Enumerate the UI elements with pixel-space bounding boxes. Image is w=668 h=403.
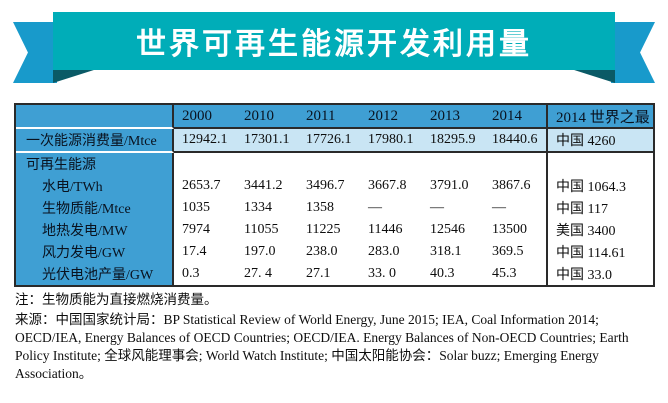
ribbon-band: 世界可再生能源开发利用量 (53, 12, 615, 70)
footnotes: 注：生物质能为直接燃烧消费量。 来源：中国国家统计局：BP Statistica… (15, 291, 657, 385)
record-cell: 中国 33.0 (546, 263, 653, 285)
row-label-cell: 可再生能源 (16, 153, 174, 175)
value-cell: 27. 4 (244, 266, 272, 281)
header-year-cell: 2013 (422, 105, 484, 129)
header-record-cell: 2014 世界之最 (546, 105, 653, 129)
value-cell: 33. 0 (368, 266, 396, 281)
value-cell: 18440.6 (484, 129, 546, 153)
value-cell: 13500 (492, 222, 527, 237)
value-cell: 369.5 (492, 244, 524, 259)
value-cell (236, 153, 298, 175)
value-cell: — (492, 200, 506, 215)
value-cell (174, 153, 236, 175)
ribbon-right-tail (611, 22, 655, 83)
row-label-cell: 一次能源消费量/Mtce (16, 129, 174, 153)
source-line: 来源：中国国家统计局：BP Statistical Review of Worl… (15, 311, 629, 381)
value-cell: 3441.2 (244, 178, 283, 193)
record-cell: 美国 3400 (546, 219, 653, 241)
value-cell: 238.0 (306, 244, 338, 259)
value-cell: 3867.6 (492, 178, 531, 193)
record-cell: 中国 114.61 (546, 241, 653, 263)
row-label-cell: 生物质能/Mtce (16, 197, 174, 219)
header-year-cell: 2010 (236, 105, 298, 129)
value-cell: 17726.1 (298, 129, 360, 153)
value-cell: 7974 (182, 222, 210, 237)
value-cell: 17.4 (182, 244, 207, 259)
value-cell: — (368, 200, 382, 215)
value-cell (422, 153, 484, 175)
value-cell: 11055 (244, 222, 279, 237)
value-cell: 11225 (306, 222, 341, 237)
value-cell (298, 153, 360, 175)
value-cell: 0.3 (182, 266, 200, 281)
header-year-cell: 2011 (298, 105, 360, 129)
header-year-cell: 2000 (174, 105, 236, 129)
value-cell: 27.1 (306, 266, 331, 281)
value-cell: 283.0 (368, 244, 400, 259)
value-cell: 1334 (244, 200, 272, 215)
table-row: 光伏电池产量/GW 0.3 27. 4 27.1 33. 0 40.3 45.3… (16, 263, 653, 285)
record-cell: 中国 4260 (546, 129, 653, 153)
value-cell: 45.3 (492, 266, 517, 281)
value-cell: 3496.7 (306, 178, 345, 193)
table-row: 生物质能/Mtce 1035 1334 1358 — — — 中国 117 (16, 197, 653, 219)
value-cell (484, 153, 546, 175)
ribbon-left-fold (53, 69, 97, 83)
value-cell: 11446 (368, 222, 403, 237)
value-cell: 40.3 (430, 266, 455, 281)
value-cell: 17301.1 (236, 129, 298, 153)
value-cell: 1035 (182, 200, 210, 215)
note-line: 注：生物质能为直接燃烧消费量。 (15, 292, 218, 307)
table-row: 一次能源消费量/Mtce 12942.1 17301.1 17726.1 179… (16, 129, 653, 153)
title-banner-ribbon: 世界可再生能源开发利用量 (0, 0, 668, 96)
row-label-cell: 光伏电池产量/GW (16, 263, 174, 285)
row-label-cell: 风力发电/GW (16, 241, 174, 263)
page-title: 世界可再生能源开发利用量 (136, 28, 532, 61)
value-cell: 12546 (430, 222, 465, 237)
value-cell: 18295.9 (422, 129, 484, 153)
table-row: 水电/TWh 2653.7 3441.2 3496.7 3667.8 3791.… (16, 175, 653, 197)
ribbon-right-fold (571, 69, 615, 83)
value-cell: 3667.8 (368, 178, 407, 193)
row-label-cell: 水电/TWh (16, 175, 174, 197)
header-year-cell: 2014 (484, 105, 546, 129)
value-cell: 197.0 (244, 244, 276, 259)
value-cell: 12942.1 (174, 129, 236, 153)
header-blank-cell (16, 105, 174, 129)
ribbon-left-tail (13, 22, 57, 83)
table-header-row: 2000 2010 2011 2012 2013 2014 2014 世界之最 (16, 105, 653, 129)
record-cell: 中国 117 (546, 197, 653, 219)
record-cell: 中国 1064.3 (546, 175, 653, 197)
value-cell: — (430, 200, 444, 215)
table-row: 风力发电/GW 17.4 197.0 238.0 283.0 318.1 369… (16, 241, 653, 263)
header-year-cell: 2012 (360, 105, 422, 129)
renewable-energy-table: 2000 2010 2011 2012 2013 2014 2014 世界之最 … (14, 103, 655, 287)
value-cell: 3791.0 (430, 178, 469, 193)
value-cell (360, 153, 422, 175)
value-cell: 318.1 (430, 244, 462, 259)
row-label-cell: 地热发电/MW (16, 219, 174, 241)
table-row: 地热发电/MW 7974 11055 11225 11446 12546 135… (16, 219, 653, 241)
value-cell: 1358 (306, 200, 334, 215)
table-row: 可再生能源 (16, 153, 653, 175)
value-cell: 2653.7 (182, 178, 221, 193)
record-cell (546, 153, 653, 175)
value-cell: 17980.1 (360, 129, 422, 153)
